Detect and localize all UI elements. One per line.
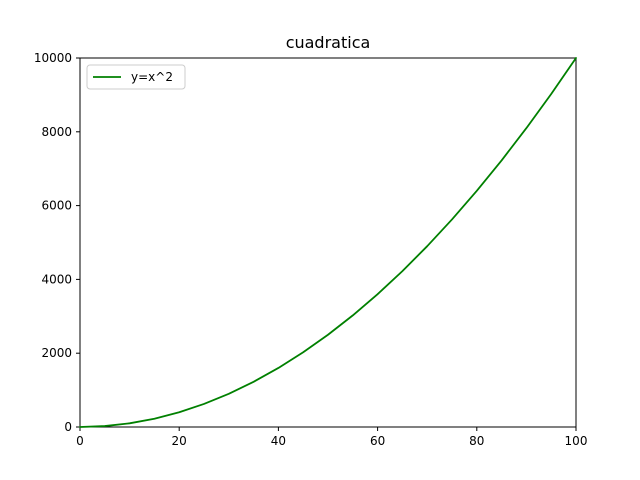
y-tick-label: 4000 [41,272,72,286]
legend-box [86,64,186,90]
legend: y=x^2 [86,64,186,90]
y-tick-label: 8000 [41,125,72,139]
y-tick-label: 0 [64,420,72,434]
x-tick-label: 40 [271,434,286,448]
x-tick-label: 20 [172,434,187,448]
x-tick-label: 100 [565,434,588,448]
legend-label: y=x^2 [131,70,173,84]
plot-area [79,57,577,428]
y-tick-label: 2000 [41,346,72,360]
x-tick-label: 80 [469,434,484,448]
x-tick-label: 0 [76,434,84,448]
x-axis: 0 20 40 60 80 100 [76,427,587,448]
y-axis: 0 2000 4000 6000 8000 10000 [34,51,80,434]
series-line [79,57,577,428]
x-tick-label: 60 [370,434,385,448]
plot-frame [79,57,577,428]
series-layer [79,57,577,428]
y-tick-label: 6000 [41,199,72,213]
y-tick-label: 10000 [34,51,72,65]
chart-title: cuadratica [286,33,371,52]
